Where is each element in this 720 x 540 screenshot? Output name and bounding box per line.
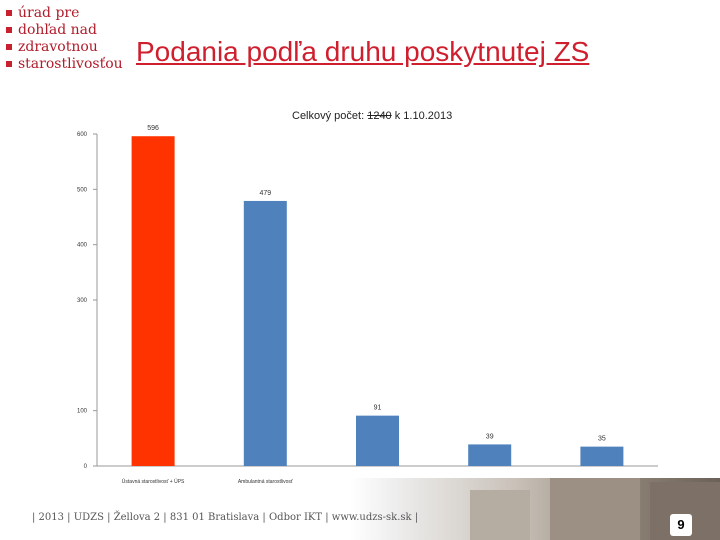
y-tick-label: 100 xyxy=(77,409,88,415)
building-photo xyxy=(350,478,720,540)
logo-line: úrad pre xyxy=(6,4,146,21)
bar-value-label: 39 xyxy=(486,433,494,440)
note-label: Celkový počet: xyxy=(292,110,368,122)
total-count-note: Celkový počet: 1240 k 1.10.2013 xyxy=(292,110,452,122)
page-number: 9 xyxy=(670,514,692,536)
logo-line: dohľad nad xyxy=(6,21,146,38)
note-date: k 1.10.2013 xyxy=(391,110,453,122)
bar xyxy=(356,415,399,466)
bar xyxy=(580,446,624,466)
y-tick-label: 400 xyxy=(77,243,88,249)
logo-text: dohľad nad xyxy=(18,21,97,38)
logo-text: úrad pre xyxy=(18,4,80,21)
struck-count: 1240 xyxy=(367,110,392,122)
udzs-logo: úrad pre dohľad nad zdravotnou starostli… xyxy=(6,4,146,72)
logo-square-icon xyxy=(6,43,12,50)
footer-text: | 2013 | UDZS | Žellova 2 | 831 01 Brati… xyxy=(32,512,419,523)
bar-value-label: 35 xyxy=(598,436,606,443)
y-tick-label: 600 xyxy=(77,132,88,138)
logo-square-icon xyxy=(6,60,12,67)
category-label: Ambulantná starostlivosť xyxy=(238,479,293,485)
logo-text: zdravotnou xyxy=(18,38,98,55)
bar xyxy=(243,200,287,466)
y-tick-label: 300 xyxy=(77,298,88,304)
logo-square-icon xyxy=(6,26,12,33)
bar xyxy=(131,136,175,467)
slide-title: Podania podľa druhu poskytnutej ZS xyxy=(136,36,590,67)
y-tick-label: 500 xyxy=(77,187,88,193)
y-tick-label: 0 xyxy=(84,464,88,470)
logo-square-icon xyxy=(6,9,12,16)
logo-line: zdravotnou xyxy=(6,38,146,55)
logo-line: starostlivosťou xyxy=(6,55,146,72)
bar-value-label: 91 xyxy=(374,405,382,412)
bar-value-label: 596 xyxy=(147,125,159,132)
bar xyxy=(468,444,512,466)
bar-value-label: 479 xyxy=(259,190,271,197)
category-label: Ústavná starostlivosť + ÚPS xyxy=(122,478,185,485)
logo-text: starostlivosťou xyxy=(18,55,123,72)
